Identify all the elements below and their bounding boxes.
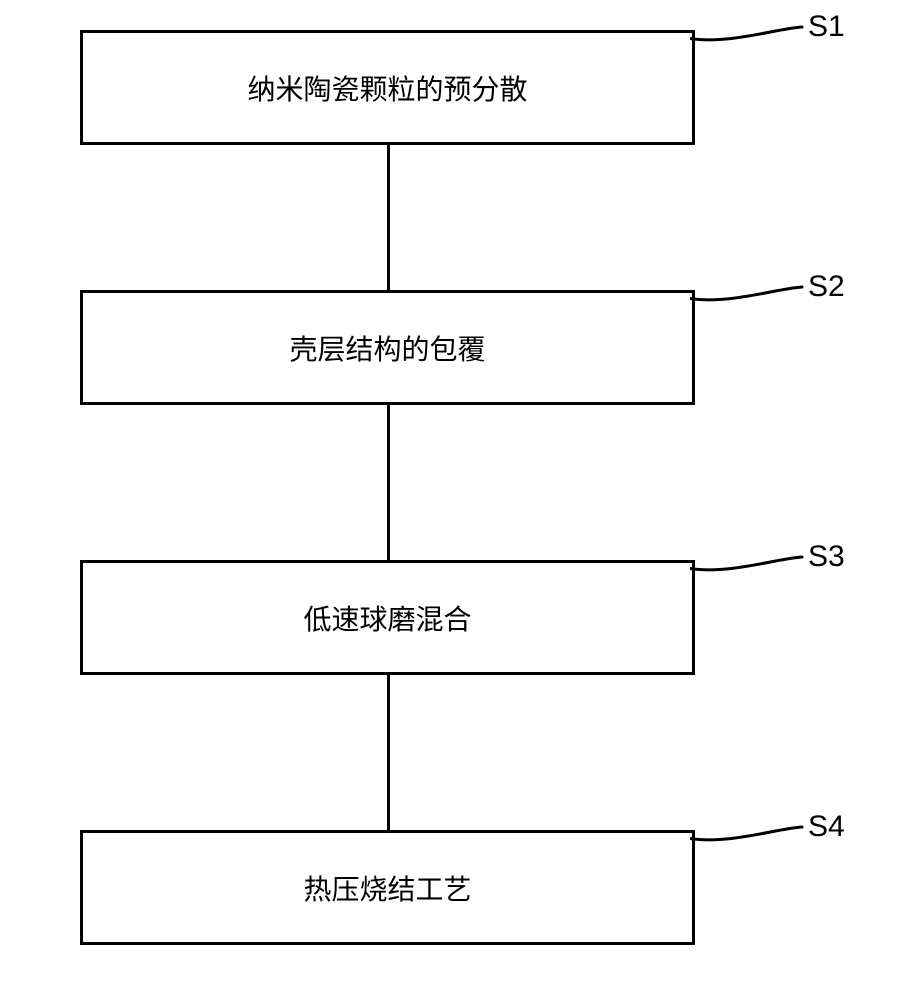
flow-connector [387, 675, 390, 830]
flow-step-text: 纳米陶瓷颗粒的预分散 [247, 68, 527, 108]
callout-curve [690, 817, 812, 859]
flow-step-text: 壳层结构的包覆 [289, 328, 485, 368]
flowchart-stage: 纳米陶瓷颗粒的预分散 S1 壳层结构的包覆 S2 低速球磨混合 S3 热压烧结工艺 S4 [0, 0, 898, 1000]
flow-step-box: 低速球磨混合 [80, 560, 695, 675]
flow-step-box: 纳米陶瓷颗粒的预分散 [80, 30, 695, 145]
flow-step-box: 壳层结构的包覆 [80, 290, 695, 405]
flow-connector [387, 145, 390, 290]
callout-curve [690, 277, 812, 319]
flow-step-text: 低速球磨混合 [303, 598, 471, 638]
flow-step-id-label: S4 [808, 810, 845, 844]
flow-step-id-label: S1 [808, 10, 845, 44]
flow-step-text: 热压烧结工艺 [303, 868, 471, 908]
flow-step-id-label: S3 [808, 540, 845, 574]
callout-curve [690, 547, 812, 589]
flow-step-id-label: S2 [808, 270, 845, 304]
flow-step-box: 热压烧结工艺 [80, 830, 695, 945]
callout-curve [690, 17, 812, 59]
flow-connector [387, 405, 390, 560]
